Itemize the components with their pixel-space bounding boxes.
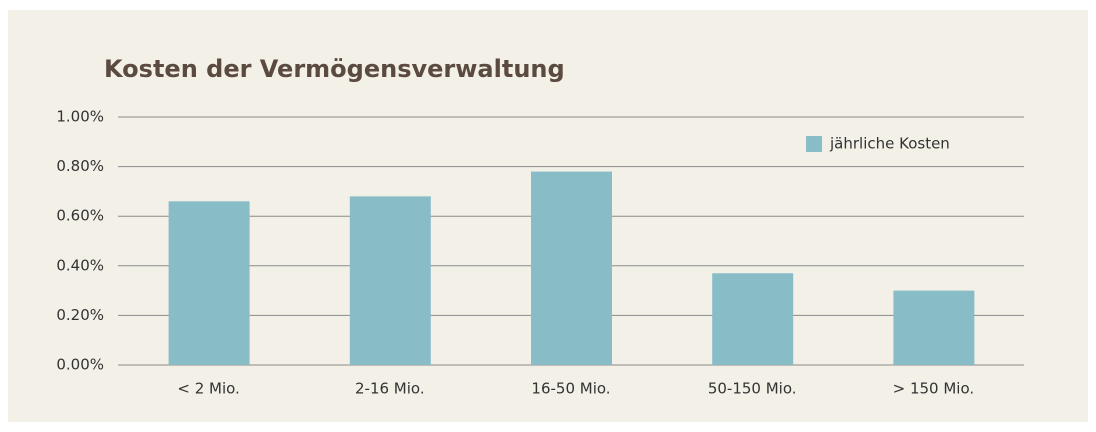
- y-tick-label: 0.20%: [56, 306, 104, 324]
- y-tick-label: 0.40%: [56, 256, 104, 274]
- chart-title: Kosten der Vermögensverwaltung: [104, 55, 565, 83]
- x-tick-label: 16-50 Mio.: [531, 380, 610, 398]
- y-tick-label: 0.00%: [56, 356, 104, 374]
- x-tick-label: 2-16 Mio.: [355, 380, 425, 398]
- y-tick-label: 1.00%: [56, 108, 104, 126]
- x-tick-label: < 2 Mio.: [177, 380, 239, 398]
- x-tick-label: 50-150 Mio.: [708, 380, 797, 398]
- legend-label: jährliche Kosten: [829, 135, 950, 153]
- bar: [531, 171, 612, 365]
- bar: [893, 290, 975, 365]
- bar: [168, 201, 250, 365]
- bar: [349, 196, 431, 365]
- bar: [712, 273, 794, 365]
- legend-swatch: [806, 136, 822, 152]
- x-tick-label: > 150 Mio.: [893, 380, 975, 398]
- y-tick-label: 0.60%: [56, 207, 104, 225]
- y-tick-label: 0.80%: [56, 157, 104, 175]
